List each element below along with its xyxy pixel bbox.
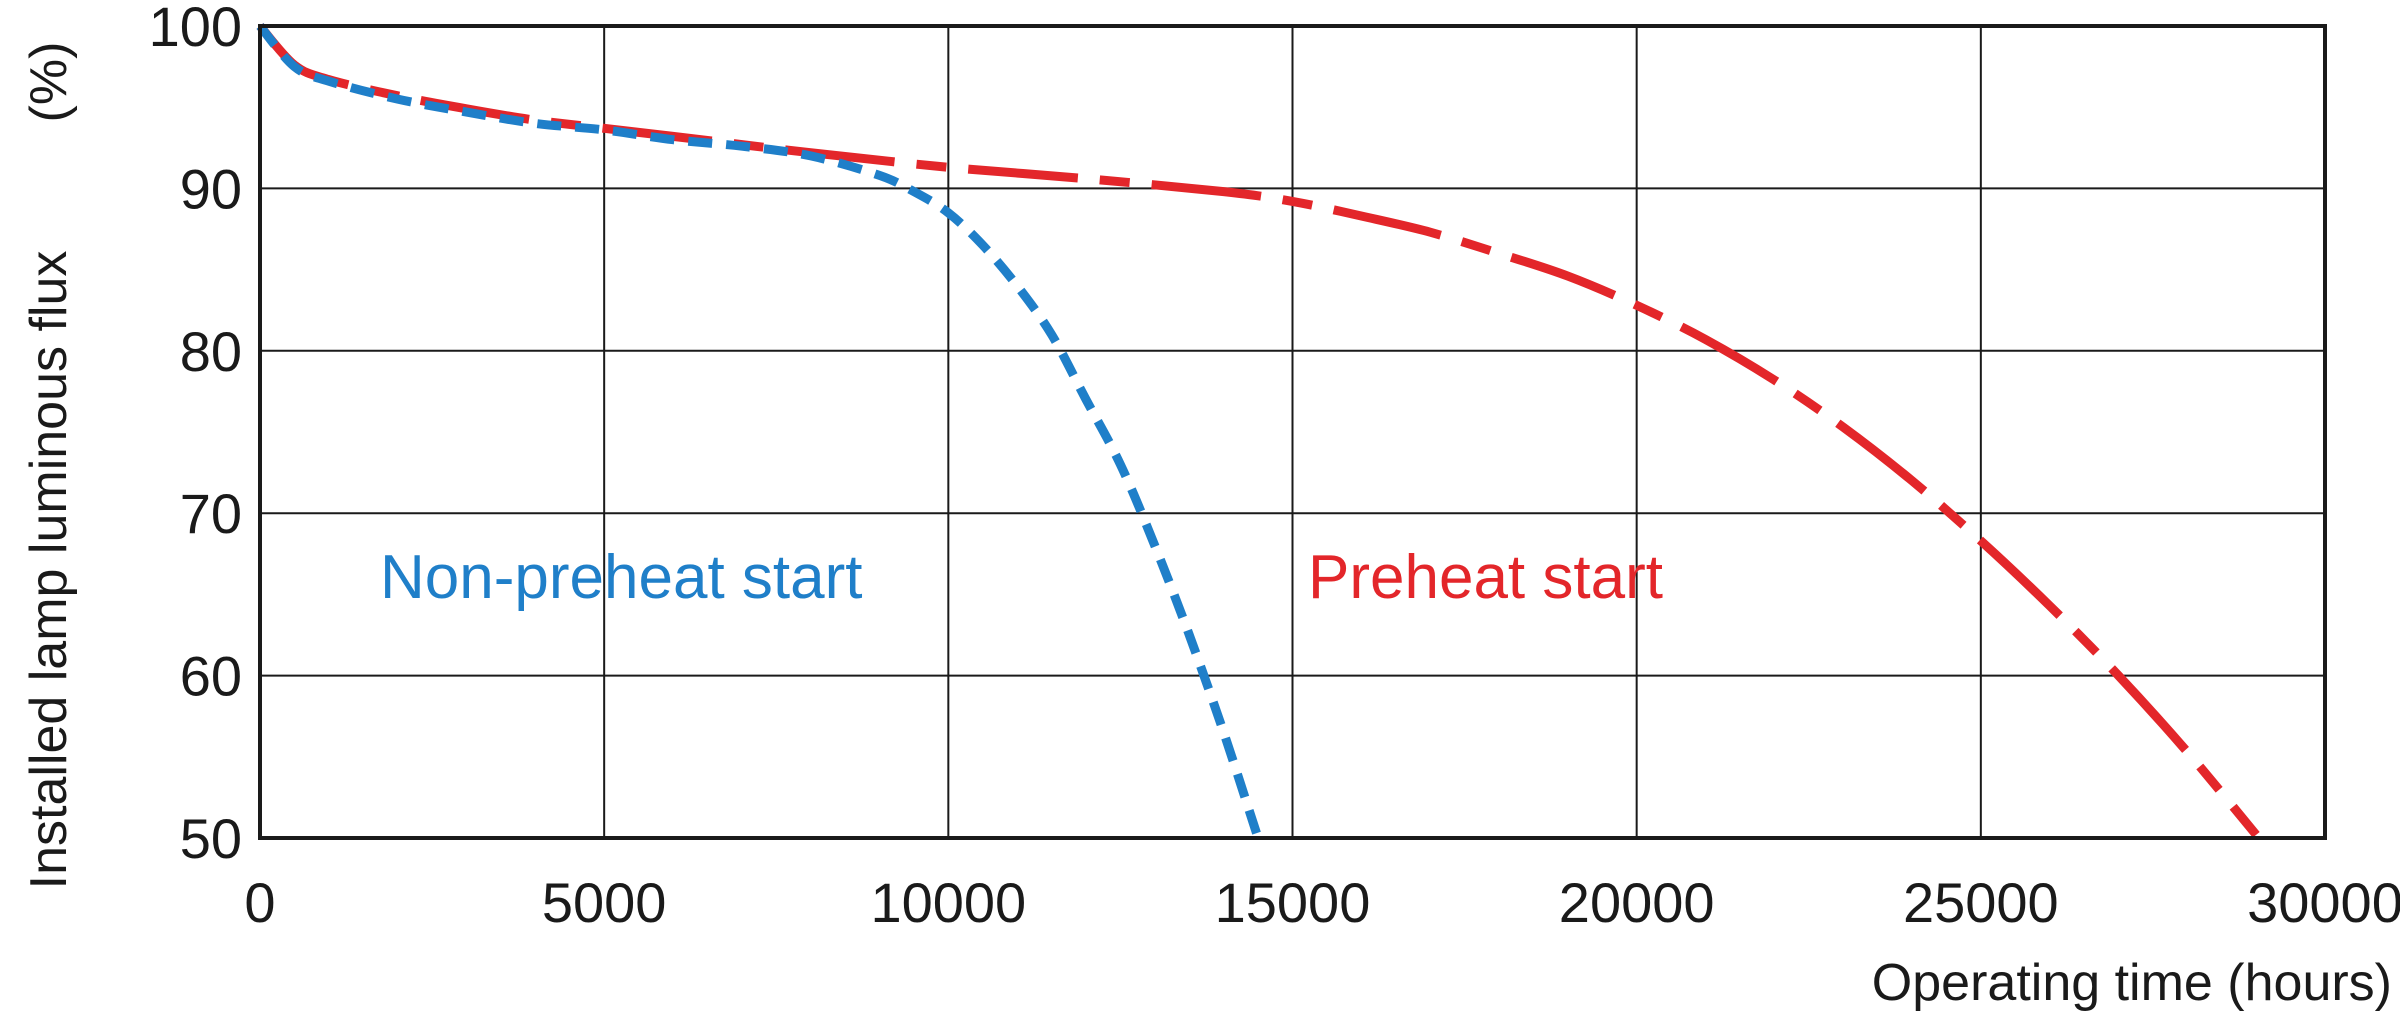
y-tick-label-90: 90	[180, 157, 242, 220]
y-tick-label-70: 70	[180, 482, 242, 545]
series-layer	[256, 23, 2260, 840]
x-axis-label: Operating time (hours)	[1872, 954, 2392, 1012]
y-tick-label-100: 100	[149, 0, 242, 58]
y-axis-unit: (%)	[20, 42, 78, 123]
x-tick-label-0: 0	[244, 871, 275, 934]
series-line-non-preheat-start	[256, 23, 1263, 840]
x-tick-label-20000: 20000	[1559, 871, 1715, 934]
series-label-non-preheat-start: Non-preheat start	[380, 543, 862, 612]
grid	[259, 25, 2326, 839]
series-label-preheat-start: Preheat start	[1308, 543, 1663, 612]
y-tick-label-60: 60	[180, 645, 242, 708]
y-tick-label-50: 50	[180, 807, 242, 870]
x-tick-label-15000: 15000	[1215, 871, 1371, 934]
x-tick-label-10000: 10000	[870, 871, 1026, 934]
y-tick-labels: 50 60 70 80 90 100	[149, 0, 242, 870]
y-tick-label-80: 80	[180, 320, 242, 383]
x-tick-label-25000: 25000	[1903, 871, 2059, 934]
x-tick-label-30000: 30000	[2247, 871, 2400, 934]
series-line-preheat-start	[256, 23, 2260, 838]
y-axis-title: Installed lamp luminous flux	[20, 251, 78, 890]
x-tick-labels: 0 5000 10000 15000 20000 25000 30000	[244, 871, 2400, 934]
y-axis-unit-group: (%)	[20, 42, 78, 123]
plot-frame	[258, 24, 2327, 840]
y-axis-label: Installed lamp luminous flux	[20, 251, 78, 890]
x-tick-label-5000: 5000	[542, 871, 667, 934]
